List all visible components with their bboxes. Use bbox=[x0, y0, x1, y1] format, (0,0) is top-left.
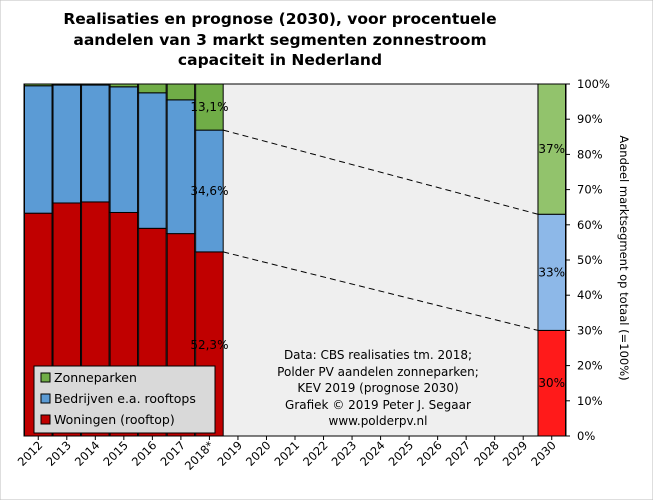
legend-swatch-bedrijven bbox=[40, 393, 51, 404]
data-label-zonneparken-2030: 37% bbox=[538, 142, 565, 156]
y-tick-50: 50% bbox=[577, 253, 603, 267]
chart-title: Realisaties en prognose (2030), voor pro… bbox=[63, 10, 496, 69]
y-tick-40: 40% bbox=[577, 288, 603, 302]
annotation-line-4: Grafiek © 2019 Peter J. Segaar bbox=[285, 398, 471, 412]
data-label-woningen-rooftop-2030: 30% bbox=[538, 376, 565, 390]
projection-line-woningen-rooftop bbox=[223, 251, 539, 331]
bar-bedrijven-e-a-rooftops-2030 bbox=[537, 213, 567, 331]
bar-bedrijven-e-a-rooftops-2014 bbox=[81, 84, 110, 203]
y-tick-30: 30% bbox=[577, 323, 603, 337]
data-label-bedrijven-e-a-rooftops-2018: 34,6% bbox=[190, 184, 228, 198]
bar-zonneparken-2016 bbox=[138, 83, 167, 94]
bar-zonneparken-2017 bbox=[166, 83, 196, 101]
bar-bedrijven-e-a-rooftops-2017 bbox=[166, 99, 196, 235]
bar-woningen-rooftop-2030 bbox=[537, 329, 567, 437]
data-label-bedrijven-e-a-rooftops-2030: 33% bbox=[538, 265, 565, 279]
annotation-line-5: www.polderpv.nl bbox=[329, 414, 428, 428]
y-tick-70: 70% bbox=[577, 183, 603, 197]
chart-title-line-2: aandelen van 3 markt segmenten zonnestro… bbox=[73, 31, 486, 49]
legend-label-bedrijven: Bedrijven e.a. rooftops bbox=[54, 391, 196, 406]
bar-bedrijven-e-a-rooftops-2015 bbox=[109, 86, 139, 213]
legend-swatch-woningen bbox=[40, 414, 51, 425]
y-tick-20: 20% bbox=[577, 359, 603, 373]
bar-zonneparken-2030 bbox=[537, 83, 567, 215]
legend-label-woningen: Woningen (rooftop) bbox=[54, 412, 175, 427]
annotation-box: Data: CBS realisaties tm. 2018; Polder P… bbox=[277, 348, 479, 428]
data-label-zonneparken-2018: 13,1% bbox=[190, 100, 228, 114]
y-tick-80: 80% bbox=[577, 147, 603, 161]
projection-line-bedrijven-e-a-rooftops bbox=[223, 129, 539, 215]
annotation-line-3: KEV 2019 (prognose 2030) bbox=[297, 381, 458, 395]
y-tick-10: 10% bbox=[577, 394, 603, 408]
bar-zonneparken-2018 bbox=[195, 83, 224, 131]
chart-title-line-1: Realisaties en prognose (2030), voor pro… bbox=[63, 10, 496, 28]
y-tick-0: 0% bbox=[577, 429, 595, 443]
bar-bedrijven-e-a-rooftops-2013 bbox=[52, 84, 82, 204]
bar-bedrijven-e-a-rooftops-2012 bbox=[24, 85, 53, 214]
y-tick-90: 90% bbox=[577, 112, 603, 126]
data-labels-group: 13,1% 34,6% 52,3% 37% 33% 30% bbox=[190, 100, 565, 390]
bar-bedrijven-e-a-rooftops-2016 bbox=[138, 92, 167, 229]
legend: Zonneparken Bedrijven e.a. rooftops Woni… bbox=[33, 365, 216, 434]
bar-bedrijven-e-a-rooftops-2018 bbox=[195, 129, 224, 253]
y-tick-100: 100% bbox=[577, 77, 610, 91]
legend-swatch-zonneparken bbox=[40, 372, 51, 383]
projection-lines bbox=[223, 129, 539, 331]
y-tick-60: 60% bbox=[577, 218, 603, 232]
y-axis-label: Aandeel marktsegment op totaal (=100%) bbox=[617, 135, 631, 380]
y-axis: 0% 10% 20% 30% 40% 50% 60% 70% 80% 90% 100% bbox=[566, 77, 610, 443]
legend-label-zonneparken: Zonneparken bbox=[54, 370, 137, 385]
annotation-line-2: Polder PV aandelen zonneparken; bbox=[277, 365, 479, 379]
legend-box bbox=[33, 365, 216, 434]
chart-title-line-3: capaciteit in Nederland bbox=[178, 51, 382, 69]
data-label-woningen-rooftop-2018: 52,3% bbox=[190, 338, 228, 352]
annotation-line-1: Data: CBS realisaties tm. 2018; bbox=[284, 348, 472, 362]
